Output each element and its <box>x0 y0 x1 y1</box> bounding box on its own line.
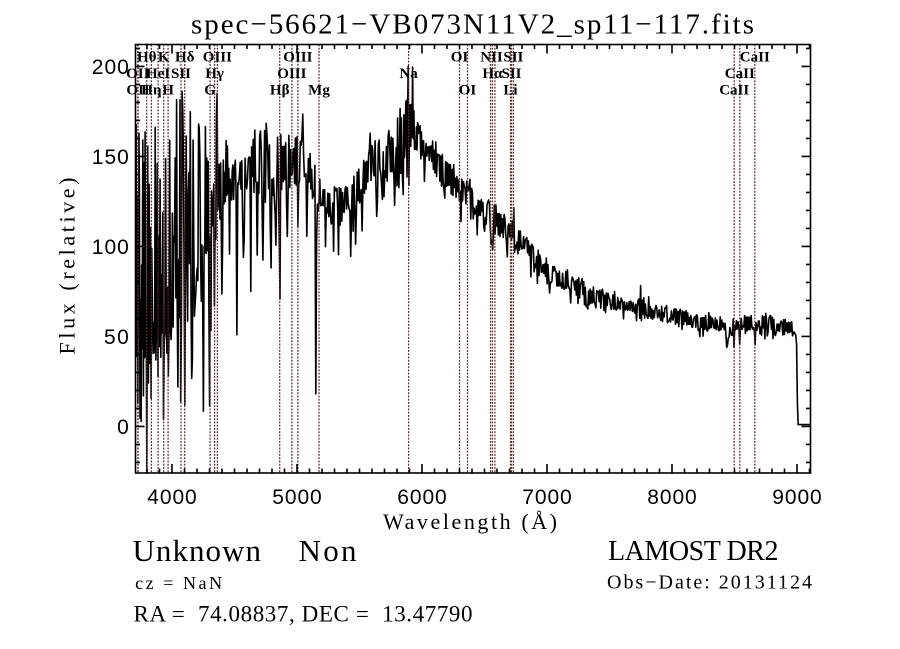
svg-text:OIII: OIII <box>203 50 232 66</box>
svg-text:Hη: Hη <box>141 83 161 99</box>
svg-text:K: K <box>158 50 170 66</box>
svg-text:6000: 6000 <box>397 486 446 509</box>
svg-text:OI: OI <box>451 50 469 66</box>
svg-text:Unknown: Unknown <box>133 533 262 568</box>
svg-text:200: 200 <box>92 56 129 79</box>
svg-text:9000: 9000 <box>772 486 821 509</box>
svg-text:OII: OII <box>126 66 150 82</box>
svg-text:H: H <box>162 83 174 99</box>
svg-text:SII: SII <box>503 50 523 66</box>
svg-text:Li: Li <box>503 83 517 99</box>
svg-text:CaII: CaII <box>719 83 749 99</box>
svg-text:5000: 5000 <box>272 486 321 509</box>
svg-text:0: 0 <box>117 416 129 439</box>
svg-text:150: 150 <box>92 146 129 169</box>
svg-text:Wavelength (Å): Wavelength (Å) <box>383 509 557 534</box>
svg-text:Hα: Hα <box>482 66 503 82</box>
svg-text:SII: SII <box>501 66 521 82</box>
svg-text:OIII: OIII <box>277 66 306 82</box>
svg-text:Obs−Date: 20131124: Obs−Date: 20131124 <box>607 572 812 594</box>
svg-text:Flux (relative): Flux (relative) <box>55 178 80 355</box>
svg-text:100: 100 <box>92 236 129 259</box>
svg-text:Hδ: Hδ <box>175 50 195 66</box>
svg-text:CaII: CaII <box>740 50 770 66</box>
svg-text:8000: 8000 <box>647 486 696 509</box>
svg-text:G: G <box>204 83 216 99</box>
svg-text:OII: OII <box>126 83 150 99</box>
svg-text:CaII: CaII <box>725 66 755 82</box>
svg-text:7000: 7000 <box>522 486 571 509</box>
svg-text:OI: OI <box>459 83 477 99</box>
svg-text:NII: NII <box>480 50 503 66</box>
svg-text:RA = 74.08837, DEC = 13.4779: RA = 74.08837, DEC = 13.47790 <box>134 601 473 626</box>
svg-text:Hβ: Hβ <box>270 83 290 99</box>
svg-text:SII: SII <box>171 66 191 82</box>
svg-text:HeI: HeI <box>146 66 170 82</box>
svg-text:OIII: OIII <box>283 50 312 66</box>
svg-text:50: 50 <box>104 326 129 349</box>
svg-text:Hγ: Hγ <box>205 66 224 82</box>
svg-text:cz = NaN: cz = NaN <box>135 573 222 593</box>
svg-text:4000: 4000 <box>147 486 196 509</box>
svg-text:Mg: Mg <box>308 83 330 99</box>
svg-text:Na: Na <box>399 66 418 82</box>
svg-text:Non: Non <box>299 533 358 568</box>
svg-text:spec−56621−VB073N11V2_sp11−117: spec−56621−VB073N11V2_sp11−117.fits <box>191 9 754 41</box>
svg-text:LAMOST DR2: LAMOST DR2 <box>608 536 779 567</box>
svg-text:Hθ: Hθ <box>137 50 157 66</box>
